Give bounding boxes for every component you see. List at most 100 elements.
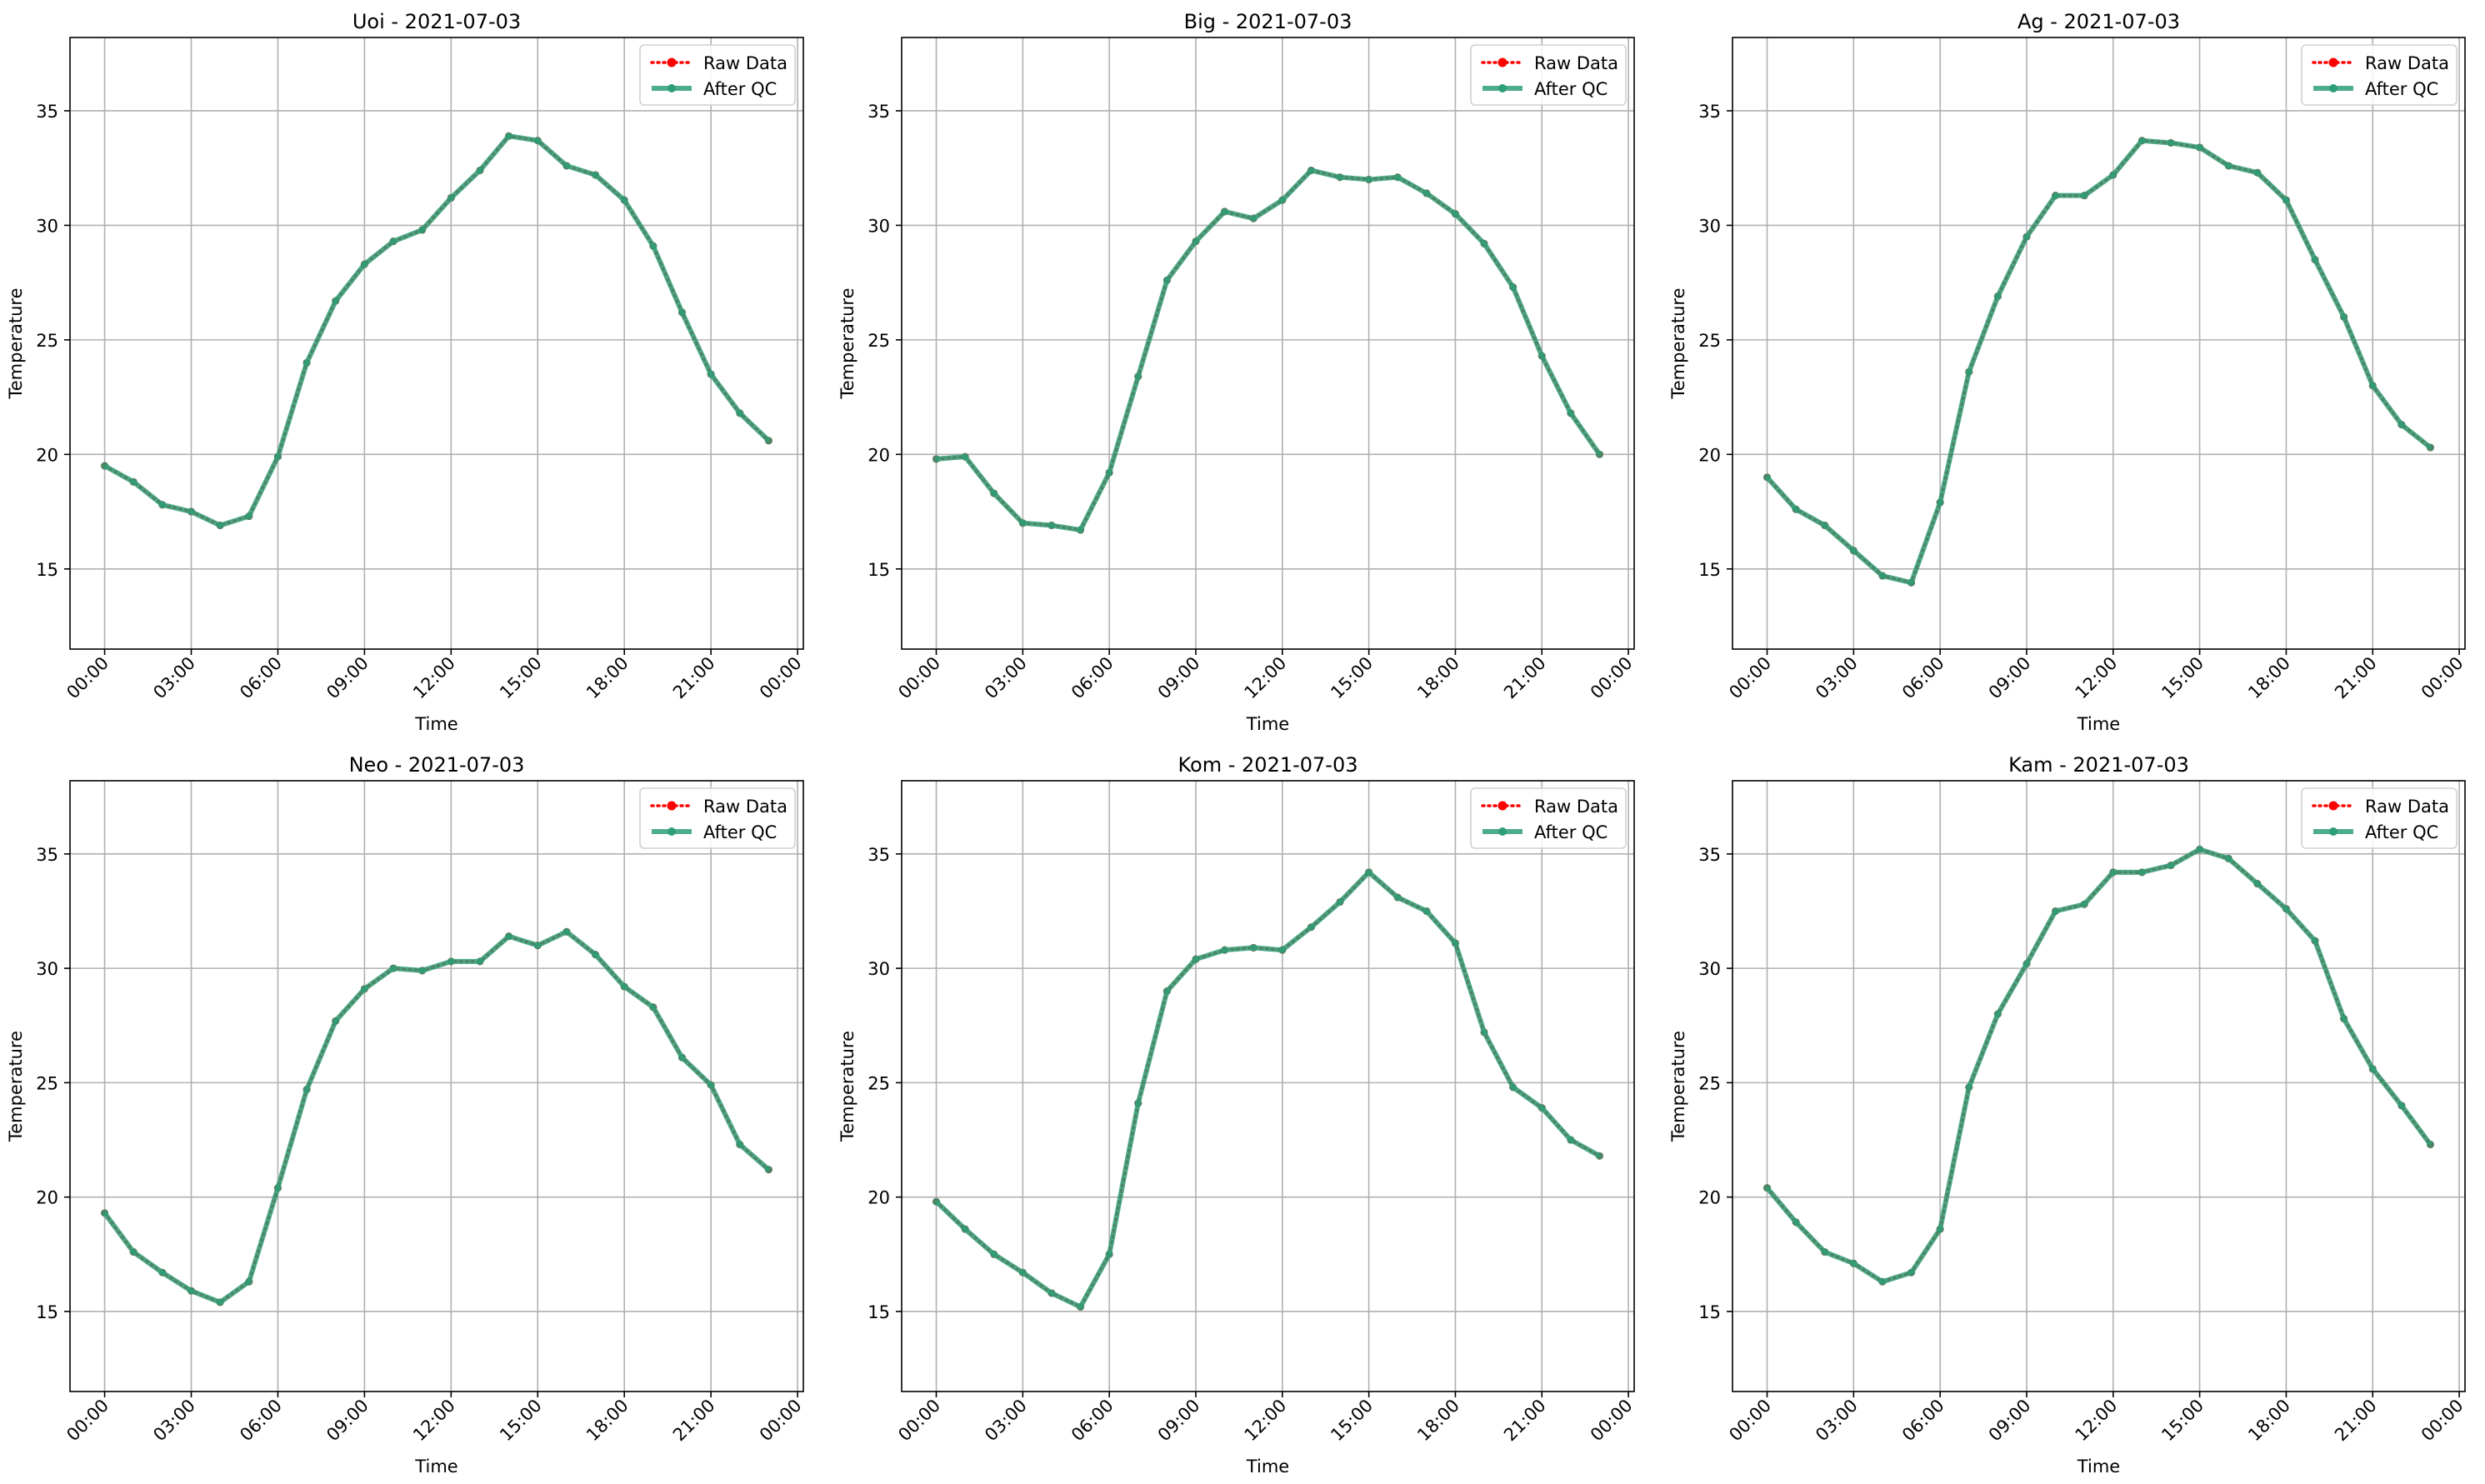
raw-data-line [102,930,771,1304]
after-qc-point [1077,1302,1085,1311]
after-qc-point [678,308,686,317]
after-qc-point [1480,239,1488,247]
after-qc-point [736,1141,744,1149]
y-axis-label: Temperature [1668,287,1688,399]
chart-title: Neo - 2021-07-03 [349,753,525,777]
after-qc-point [1018,519,1027,527]
x-tick-label: 00:00 [1725,653,1775,703]
legend-raw-marker [667,801,677,811]
after-qc-point [562,927,571,936]
after-qc-point [1422,189,1431,197]
after-qc-point [2022,960,2031,968]
x-tick-label: 06:00 [236,1396,286,1446]
chart-title: Uoi - 2021-07-03 [352,10,521,33]
after-qc-point [562,162,571,170]
after-qc-point [932,1197,941,1206]
x-tick-label: 12:00 [1241,653,1291,703]
after-qc-point [1849,547,1858,555]
chart-title: Big - 2021-07-03 [1184,10,1352,33]
y-tick-label: 15 [36,1302,58,1322]
after-qc-point [273,452,282,461]
legend-qc-marker [668,84,676,92]
after-qc-point [2224,162,2232,170]
legend-qc-marker [1498,827,1507,836]
plot-area [101,927,772,1307]
x-axis-label: Time [1246,714,1289,734]
after-qc-point [389,237,398,246]
x-axis-label: Time [2077,1457,2120,1477]
legend: Raw Data After QC [1470,44,1627,106]
after-qc-point [2426,1141,2434,1149]
after-qc-point [620,196,628,204]
after-qc-point [1567,409,1575,417]
y-tick-label: 15 [1698,1302,1721,1322]
x-tick-label: 12:00 [2072,653,2122,703]
x-tick-label: 18:00 [582,1396,632,1446]
x-tick-label: 00:00 [62,653,112,703]
after-qc-point [1993,292,2002,301]
y-tick-label: 15 [868,560,890,580]
y-tick-label: 15 [1698,560,1721,580]
y-tick-label: 35 [36,845,58,865]
x-tick-label: 03:00 [981,653,1031,703]
after-qc-point [1365,868,1373,877]
legend-label: Raw Data [2365,53,2449,73]
x-tick-label: 00:00 [2418,1396,2468,1446]
x-tick-label: 21:00 [1500,1396,1550,1446]
after-qc-point [1249,943,1258,952]
y-tick-label: 30 [868,216,890,236]
x-tick-label: 12:00 [409,653,459,703]
x-tick-label: 09:00 [1154,653,1204,703]
x-tick-label: 09:00 [1985,653,2035,703]
after-qc-point [961,452,969,461]
after-qc-point [1595,450,1603,458]
x-tick-label: 15:00 [2158,1396,2208,1446]
after-qc-line [936,167,1602,533]
subplot-2: Big - 2021-07-03 15 20 25 30 35 00:00 03:00 06:0… [838,10,1637,734]
after-qc-point [678,1053,686,1062]
after-qc-point [2052,907,2060,915]
x-tick-label: 21:00 [669,653,719,703]
after-qc-point [1451,210,1459,218]
after-qc-point [2080,900,2088,908]
x-tick-label: 15:00 [1327,1396,1377,1446]
chart-title: Kom - 2021-07-03 [1178,753,1358,777]
after-qc-point [2022,232,2031,241]
after-qc-point [1993,1010,2002,1018]
after-qc-point [1878,1277,1887,1286]
y-tick-label: 30 [36,216,58,236]
after-qc-point [1480,1028,1488,1037]
legend-label: Raw Data [703,797,788,817]
x-tick-label: 00:00 [756,653,806,703]
after-qc-point [1278,196,1287,204]
after-qc-point [1048,522,1056,530]
after-qc-point [1307,166,1315,174]
plot-area [1763,845,2434,1286]
x-axis-label: Time [414,1457,458,1477]
x-tick-label: 21:00 [2331,653,2381,703]
after-qc-point [2167,138,2175,147]
y-tick-label: 15 [868,1302,890,1322]
y-tick-label: 15 [36,560,58,580]
after-qc-point [360,985,368,993]
after-qc-point [2398,1102,2406,1110]
legend-raw-marker [2328,801,2338,811]
after-qc-point [129,477,138,486]
x-tick-label: 06:00 [1898,1396,1948,1446]
plot-area [932,868,1603,1311]
plot-frame [69,37,804,650]
x-tick-label: 00:00 [62,1396,112,1446]
y-tick-label: 30 [868,959,890,979]
legend: Raw Data After QC [2301,787,2458,849]
x-tick-label: 15:00 [2158,653,2208,703]
after-qc-point [2426,443,2434,452]
x-tick-label: 12:00 [2072,1396,2122,1446]
after-qc-point [2138,137,2146,145]
y-tick-label: 35 [1698,845,1721,865]
after-qc-point [1221,207,1229,216]
after-qc-point [1509,1083,1518,1092]
subplot-5: Kom - 2021-07-03 15 20 25 30 35 00:00 03:00 06:0… [838,753,1637,1477]
after-qc-point [1278,946,1287,954]
raw-data-line [1765,847,2432,1284]
